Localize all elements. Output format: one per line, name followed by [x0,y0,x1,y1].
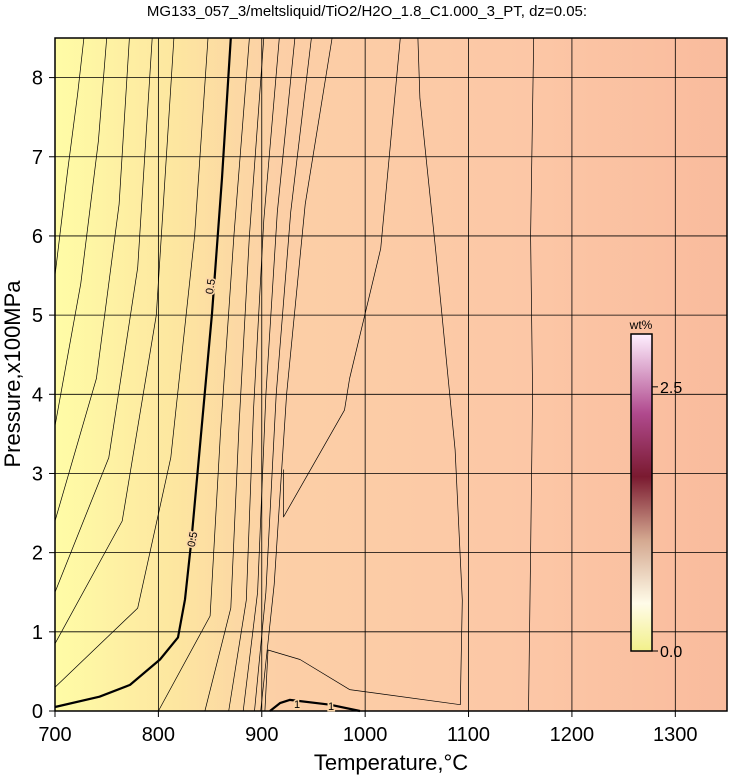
plot-frame [54,37,728,712]
x-tick-label: 1200 [550,724,595,746]
contour-line [158,37,250,712]
contour-line [54,37,153,593]
colorbar-tick-label: 0.0 [660,644,682,661]
colorbar [630,333,653,652]
x-tick-label: 700 [38,724,71,746]
x-tick-label: 1300 [653,724,698,746]
contour-line [54,37,232,709]
x-tick-label: 1100 [447,724,490,746]
y-tick-label: 1 [32,622,43,644]
chart-title: MG133_057_3/meltsliquid/TiO2/H2O_1.8_C1.… [147,3,587,20]
contour-line [54,37,175,644]
contour-line [269,698,361,713]
x-tick-label: 1000 [343,724,388,746]
contour-line [54,37,209,688]
contour-label: 1 [294,699,300,711]
contour-line [54,37,85,276]
contour-line [54,37,130,522]
y-tick-label: 6 [32,226,43,248]
contour-line [54,37,108,427]
colorbar-tick-label: 2.5 [660,380,682,397]
contour-line [264,37,463,712]
contour-line [204,37,265,712]
x-tick-label: 900 [245,724,278,746]
y-tick-label: 7 [32,147,43,169]
colorbar-label: wt% [629,318,653,332]
y-tick-label: 3 [32,463,43,485]
contour-label: 0.5 [186,531,200,548]
y-tick-label: 8 [32,68,43,90]
y-tick-label: 4 [32,384,43,406]
y-tick-label: 5 [32,305,43,327]
contour-line [228,37,280,712]
y-tick-label: 2 [32,543,43,565]
contour-label: 0.5 [204,278,218,295]
y-tick-label: 0 [32,701,43,723]
x-axis-label: Temperature,°C [314,750,468,775]
contour-label: 1 [328,701,334,713]
x-tick-label: 800 [142,724,175,746]
y-axis-label: Pressure,x100MPa [0,280,25,468]
